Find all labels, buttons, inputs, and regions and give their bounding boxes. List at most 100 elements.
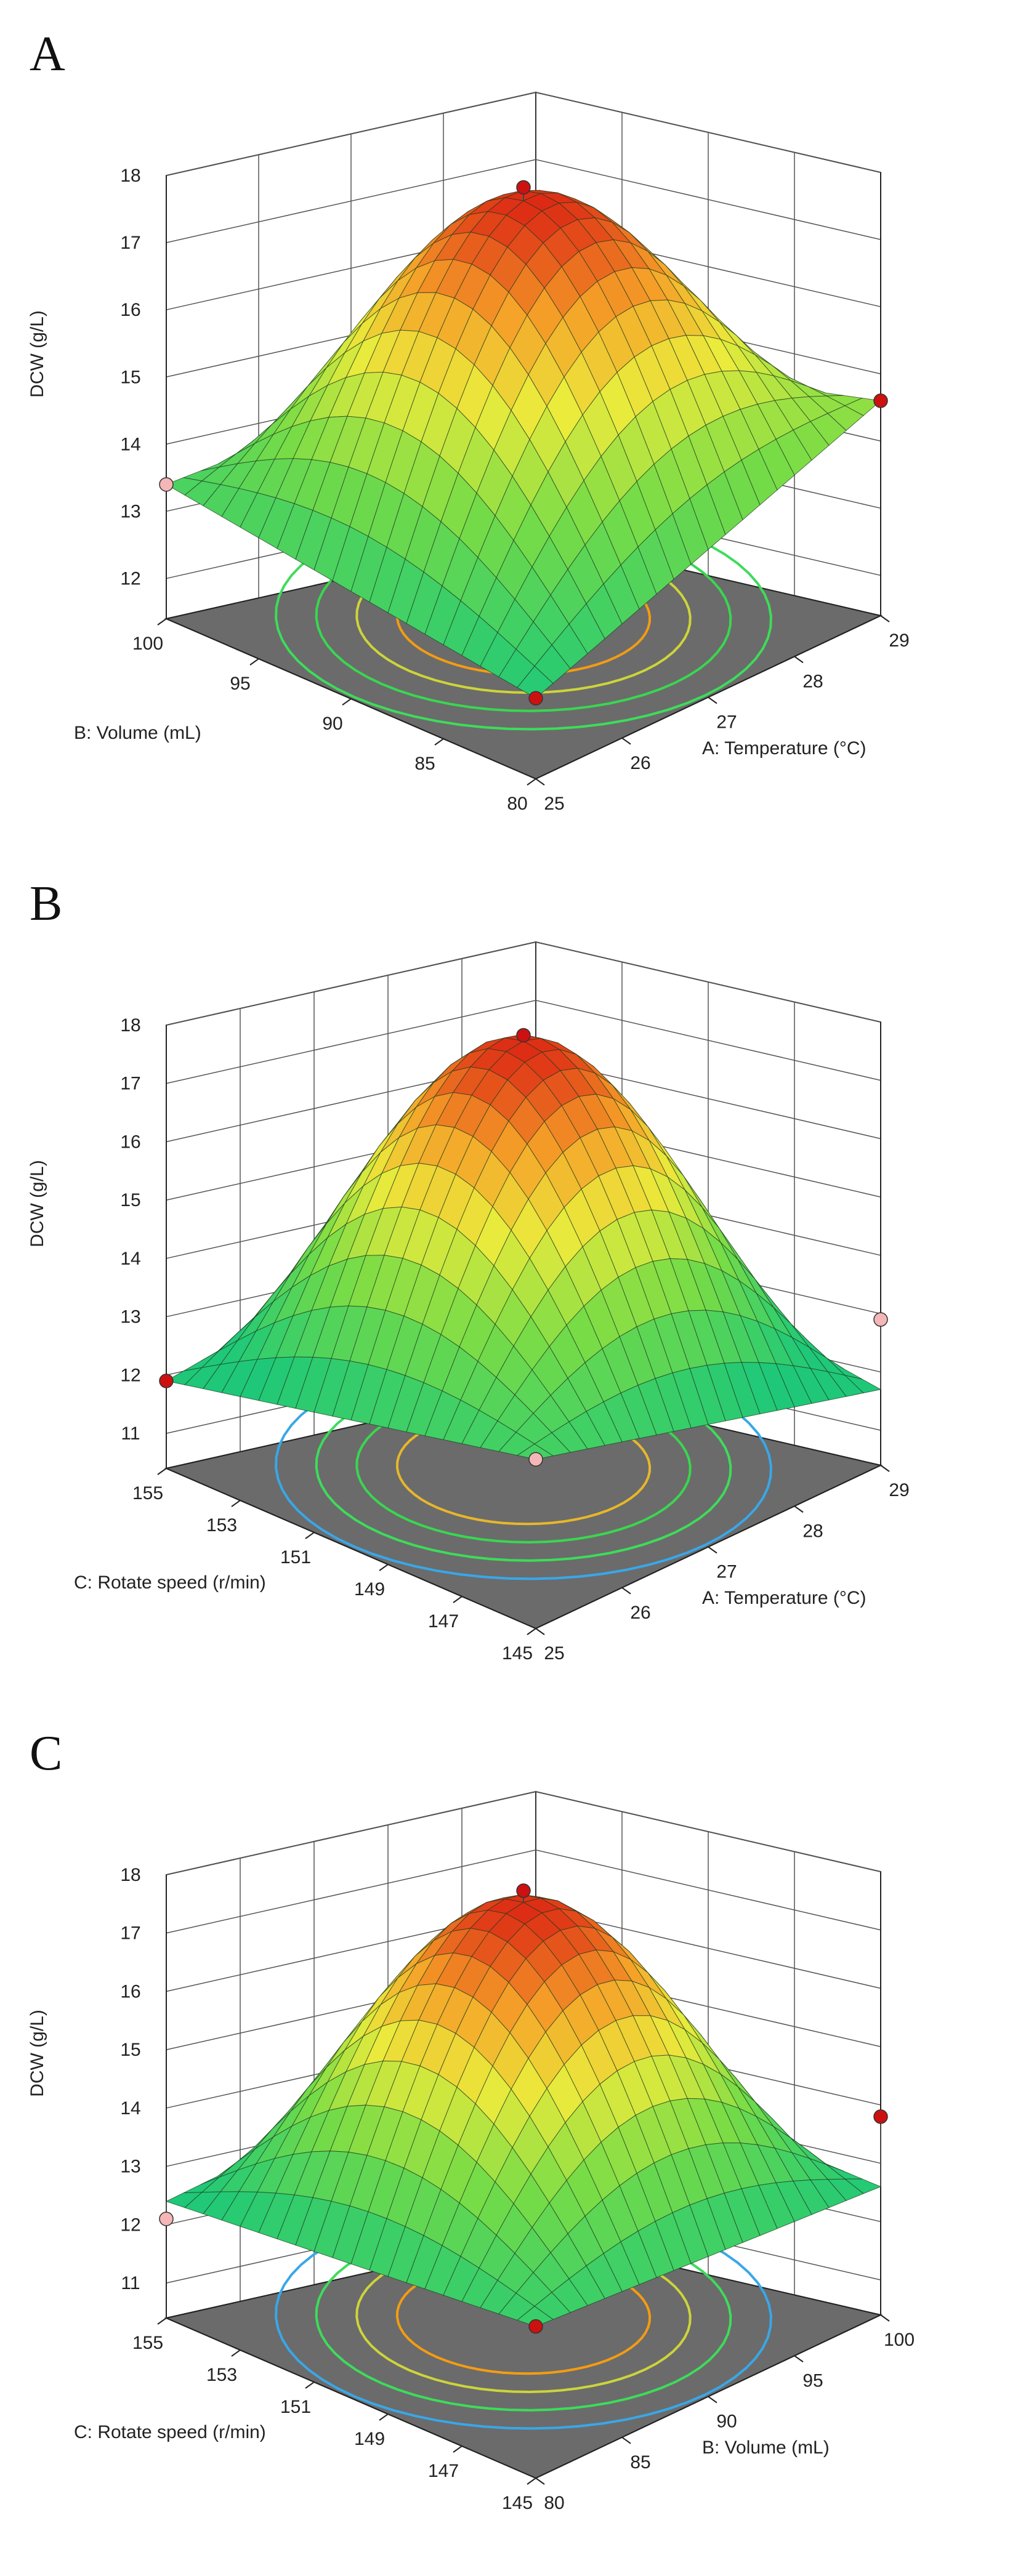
design-point-right: [873, 393, 888, 408]
z-tick-label: 18: [120, 166, 140, 186]
surface-mesh: [159, 1883, 888, 2334]
x-tick-label: 26: [630, 753, 650, 773]
y-tick-label: 155: [132, 1483, 163, 1503]
surface-chart-b: 11 12 13 14 15 16 17 18 DCW (g/L) 25 26 27 28 29 A: Te…: [27, 941, 910, 1664]
y-tick-label: 80: [507, 794, 527, 814]
x-tick-label: 100: [884, 2330, 915, 2350]
panel-label-a: A: [30, 27, 65, 81]
x-tick: [535, 1628, 545, 1635]
z-tick-label: 15: [120, 367, 140, 387]
y-tick: [157, 618, 167, 626]
y-tick: [453, 2445, 463, 2453]
design-point-left: [159, 2212, 174, 2226]
x-tick-label: 85: [630, 2452, 650, 2473]
x-tick-label: 26: [630, 1603, 650, 1623]
design-point-max: [516, 180, 531, 195]
z-tick-label: 13: [120, 501, 140, 521]
x-tick-label: 95: [802, 2370, 823, 2391]
z-tick-label: 14: [120, 2098, 140, 2119]
z-tick-label: 15: [120, 2040, 140, 2060]
y-tick: [527, 1628, 536, 1635]
wall-gridline: [166, 1791, 881, 1875]
y-tick: [157, 2317, 167, 2325]
y-tick-label: 90: [322, 714, 342, 734]
wall-gridline: [166, 159, 881, 243]
y-tick: [342, 698, 352, 706]
x-tick: [621, 737, 631, 745]
y-tick: [527, 778, 536, 786]
surface-chart-c: 11 12 13 14 15 16 17 18 DCW (g/L) 80 85 90 95 100 B: V…: [27, 1790, 915, 2513]
design-point-near: [528, 691, 543, 706]
x-axis-label: B: Volume (mL): [702, 2437, 830, 2458]
x-tick-label: 28: [802, 671, 823, 691]
y-tick: [157, 1468, 167, 1475]
x-tick-label: 28: [802, 1521, 823, 1541]
design-point-left: [159, 1374, 174, 1388]
y-tick-label: 145: [502, 1643, 533, 1664]
design-point-right: [873, 1312, 888, 1327]
y-tick-label: 151: [280, 2397, 311, 2417]
design-point-right: [873, 2109, 888, 2124]
x-tick-label: 25: [544, 1643, 564, 1664]
z-tick-label: 14: [120, 434, 140, 454]
y-tick-label: 149: [354, 2429, 385, 2449]
x-tick-label: 29: [889, 1480, 909, 1500]
y-tick-label: 147: [428, 1611, 459, 1632]
z-tick-label: 14: [120, 1249, 140, 1269]
z-axis-label: DCW (g/L): [27, 310, 47, 398]
y-tick-label: 151: [280, 1547, 311, 1568]
x-axis-label: A: Temperature (°C): [702, 738, 867, 759]
surface-mesh: [159, 180, 888, 706]
design-point-near: [528, 2319, 543, 2334]
z-tick-label: 11: [121, 1423, 140, 1444]
z-tick-label: 17: [120, 1074, 140, 1094]
y-tick-label: 153: [206, 1515, 237, 1536]
x-tick: [708, 1546, 717, 1554]
wall-gridline: [166, 941, 881, 1026]
surface-chart-a: 12 13 14 15 16 17 18 DCW (g/L) 25 26 27 28 29 A: Temp…: [27, 91, 910, 814]
x-tick: [880, 2314, 890, 2322]
y-tick-label: 85: [414, 754, 435, 774]
y-axis-label: C: Rotate speed (r/min): [74, 2422, 266, 2442]
y-tick: [231, 1500, 241, 1507]
z-tick-label: 16: [120, 1132, 140, 1152]
z-tick-label: 17: [120, 1923, 140, 1944]
z-axis-label: DCW (g/L): [27, 1160, 47, 1247]
z-tick-label: 17: [120, 233, 140, 253]
z-tick-label: 13: [120, 2157, 140, 2177]
x-tick-label: 29: [889, 630, 909, 651]
y-tick: [249, 658, 259, 666]
design-point-max: [516, 1883, 531, 1898]
y-tick-label: 149: [354, 1579, 385, 1600]
x-tick: [708, 696, 717, 704]
x-tick: [621, 1587, 631, 1595]
y-tick: [527, 2477, 536, 2485]
design-point-near: [528, 1452, 543, 1467]
y-tick: [379, 2413, 389, 2421]
x-tick: [535, 2477, 545, 2485]
wall-gridline: [166, 1849, 881, 1934]
y-tick-label: 155: [132, 2333, 163, 2353]
surface-mesh: [159, 1028, 888, 1467]
wall-gridline: [166, 92, 881, 176]
y-tick: [379, 1564, 389, 1571]
z-tick-label: 12: [120, 2215, 140, 2235]
x-tick: [794, 2355, 804, 2363]
x-tick: [708, 2396, 717, 2404]
panel-b: 11 12 13 14 15 16 17 18 DCW (g/L) 25 26 27 28 29 A: Te…: [0, 850, 1010, 1699]
y-tick: [305, 2381, 315, 2389]
y-axis-label: B: Volume (mL): [74, 723, 201, 743]
y-tick-label: 95: [230, 674, 250, 694]
z-tick-label: 16: [120, 300, 140, 320]
y-tick-label: 100: [132, 634, 163, 654]
y-tick: [305, 1532, 315, 1539]
z-tick-label: 15: [120, 1190, 140, 1210]
z-tick-label: 16: [120, 1981, 140, 2002]
x-tick-label: 27: [716, 1562, 737, 1582]
wall-gridline: [166, 999, 881, 1084]
y-axis-line: [166, 1468, 536, 1629]
surface-cell: [517, 666, 554, 699]
y-tick: [453, 1596, 463, 1603]
design-point-left: [159, 477, 174, 492]
z-tick-label: 12: [120, 1365, 140, 1385]
